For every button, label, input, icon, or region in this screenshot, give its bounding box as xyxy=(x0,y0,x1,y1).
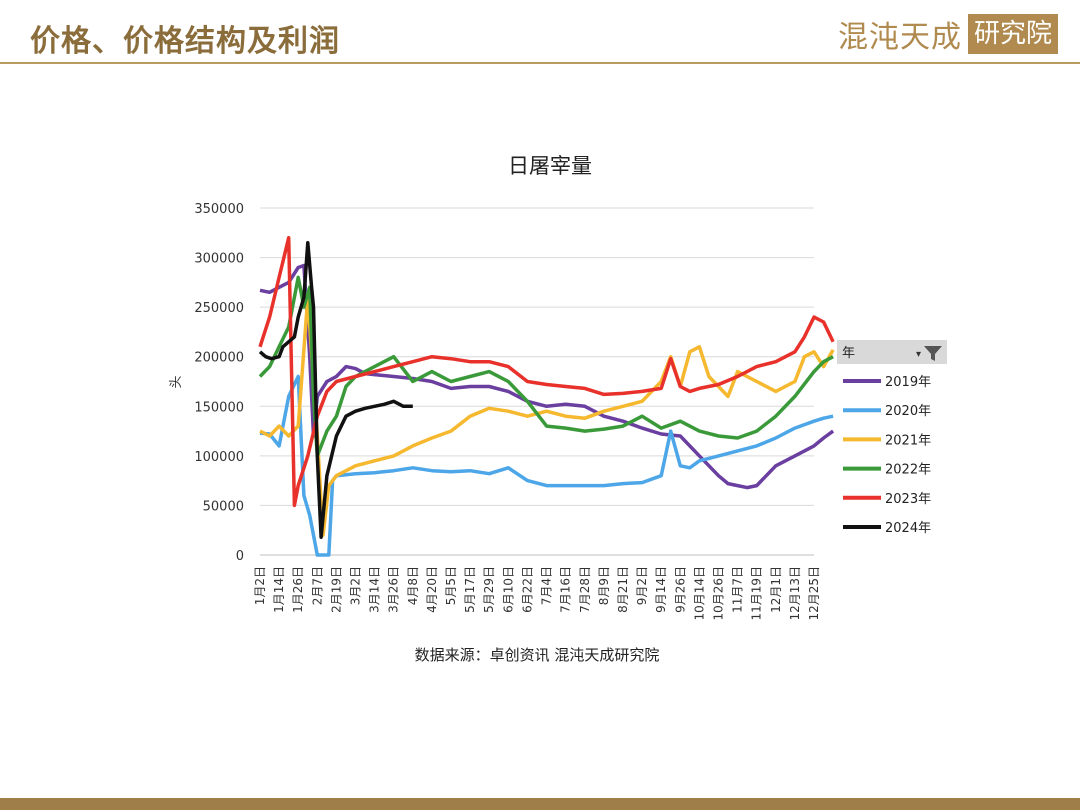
y-tick-label: 0 xyxy=(236,549,244,564)
legend-label: 2020年 xyxy=(885,404,931,419)
y-tick-label: 350000 xyxy=(194,202,244,217)
x-tick-label: 6月22日 xyxy=(520,566,534,613)
x-tick-label: 3月2日 xyxy=(349,566,363,605)
x-tick-label: 4月20日 xyxy=(425,566,439,613)
series-line xyxy=(258,240,413,539)
brand-logo: 混沌天成 研究院 xyxy=(838,12,1058,56)
legend: 年 ▾ 2019年 2020年 2021年 2022年 2023年 2024年 xyxy=(837,340,947,536)
x-tick-label: 9月2日 xyxy=(635,566,649,605)
x-tick-label: 6月10日 xyxy=(501,566,515,613)
y-tick-label: 250000 xyxy=(194,301,244,316)
x-tick-label: 12月13日 xyxy=(788,566,802,621)
x-tick-label: 3月14日 xyxy=(368,566,382,613)
y-axis: 0 50000 100000 150000 200000 250000 300000 3500… xyxy=(194,202,244,564)
y-tick-label: 300000 xyxy=(194,252,244,267)
x-tick-label: 12月1日 xyxy=(769,566,783,613)
filter-icon[interactable] xyxy=(924,346,942,361)
chart-title: 日屠宰量 xyxy=(508,154,592,178)
x-tick-label: 7月4日 xyxy=(540,566,554,605)
x-tick-label: 11月7日 xyxy=(731,566,745,613)
x-tick-label: 2月19日 xyxy=(329,566,343,613)
series-line xyxy=(259,374,834,557)
x-tick-label: 3月26日 xyxy=(387,566,401,613)
x-tick-label: 1月2日 xyxy=(253,566,267,605)
x-tick-label: 5月29日 xyxy=(482,566,496,613)
series-line xyxy=(258,275,834,458)
x-tick-label: 5月5日 xyxy=(444,566,458,605)
plot-lines xyxy=(258,235,835,557)
x-tick-label: 2月7日 xyxy=(310,566,324,605)
series-line xyxy=(258,235,835,508)
x-tick-label: 7月28日 xyxy=(578,566,592,613)
legend-label: 2022年 xyxy=(885,463,931,478)
x-tick-label: 4月8日 xyxy=(406,566,420,605)
legend-dropdown-icon[interactable]: ▾ xyxy=(916,349,921,360)
legend-title: 年 xyxy=(842,346,855,361)
x-tick-label: 10月26日 xyxy=(711,566,725,621)
series-line xyxy=(259,263,835,490)
legend-header[interactable] xyxy=(837,340,947,364)
data-source: 数据来源：卓创资讯 混沌天成研究院 xyxy=(415,646,660,664)
x-tick-label: 11月19日 xyxy=(750,566,764,621)
footer-bar xyxy=(0,798,1080,810)
x-tick-label: 1月14日 xyxy=(272,566,286,613)
logo-box-text: 研究院 xyxy=(967,14,1058,54)
x-tick-label: 8月9日 xyxy=(597,566,611,605)
x-tick-label: 12月25日 xyxy=(807,566,821,621)
legend-label: 2019年 xyxy=(885,375,931,390)
x-tick-label: 9月26日 xyxy=(673,566,687,613)
page-title: 价格、价格结构及利润 xyxy=(30,24,340,59)
x-tick-label: 7月16日 xyxy=(559,566,573,613)
legend-label: 2021年 xyxy=(885,433,931,448)
x-tick-label: 5月17日 xyxy=(463,566,477,613)
x-tick-label: 1月26日 xyxy=(291,566,305,613)
header-divider xyxy=(0,62,1080,64)
y-tick-label: 150000 xyxy=(194,400,244,415)
x-tick-label: 10月14日 xyxy=(692,566,706,621)
y-tick-label: 200000 xyxy=(194,351,244,366)
y-axis-label: 头 xyxy=(169,375,184,388)
x-axis: 1月2日 1月14日 1月26日 2月7日 2月19日 3月2日 3月14日 3月26日 4月8… xyxy=(253,566,821,621)
logo-text: 混沌天成 xyxy=(837,20,962,55)
x-tick-label: 8月21日 xyxy=(616,566,630,613)
y-tick-label: 100000 xyxy=(194,450,244,465)
legend-label: 2023年 xyxy=(885,492,931,507)
y-tick-label: 50000 xyxy=(203,499,244,514)
x-tick-label: 9月14日 xyxy=(654,566,668,613)
legend-label: 2024年 xyxy=(885,521,931,536)
